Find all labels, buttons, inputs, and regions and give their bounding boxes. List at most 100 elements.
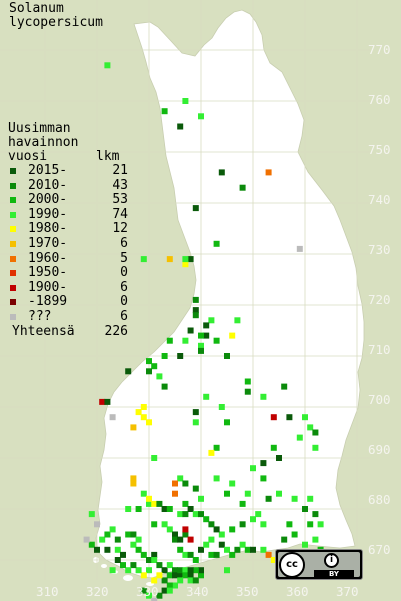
x-axis-label: 350 bbox=[236, 584, 259, 599]
observation-square bbox=[166, 562, 173, 569]
observation-square bbox=[239, 500, 246, 507]
legend-swatch bbox=[10, 240, 16, 247]
legend-count: 6 bbox=[120, 279, 128, 295]
observation-square bbox=[187, 572, 194, 579]
observation-square bbox=[291, 495, 298, 502]
island bbox=[101, 564, 107, 568]
observation-square bbox=[161, 587, 168, 594]
observation-square bbox=[182, 526, 189, 533]
observation-square bbox=[260, 521, 267, 528]
observation-square bbox=[172, 490, 178, 497]
observation-square bbox=[192, 577, 199, 584]
observation-square bbox=[244, 490, 251, 497]
observation-square bbox=[229, 480, 236, 487]
observation-square bbox=[161, 506, 168, 512]
observation-square bbox=[140, 572, 147, 579]
observation-square bbox=[146, 567, 152, 574]
legend-label: 1980- bbox=[28, 221, 68, 237]
observation-square bbox=[99, 398, 106, 405]
observation-square bbox=[229, 526, 236, 533]
observation-square bbox=[203, 332, 210, 339]
observation-square bbox=[146, 557, 152, 563]
observation-square bbox=[224, 567, 230, 574]
observation-square bbox=[187, 551, 194, 558]
observation-square bbox=[135, 536, 142, 543]
observation-square bbox=[192, 296, 199, 303]
observation-square bbox=[229, 551, 236, 558]
observation-square bbox=[166, 506, 173, 512]
observation-square bbox=[172, 582, 178, 589]
y-axis-label: 770 bbox=[368, 42, 391, 57]
observation-square bbox=[255, 511, 262, 518]
legend-swatch bbox=[10, 255, 16, 262]
observation-square bbox=[213, 551, 220, 558]
observation-square bbox=[182, 551, 189, 558]
observation-square bbox=[140, 551, 147, 558]
observation-square bbox=[302, 414, 308, 421]
observation-square bbox=[192, 485, 199, 492]
observation-square bbox=[187, 567, 194, 574]
x-axis-label: 310 bbox=[36, 584, 59, 599]
observation-square bbox=[177, 536, 184, 543]
legend-heading-row: vuosi lkm bbox=[8, 150, 119, 164]
cc-by-license-badge[interactable]: cc i BY bbox=[275, 549, 363, 580]
observation-square bbox=[192, 312, 199, 319]
observation-square bbox=[234, 317, 241, 324]
observation-square bbox=[114, 536, 121, 543]
legend-total-count: 226 bbox=[104, 323, 128, 339]
y-axis-label: 710 bbox=[368, 342, 391, 357]
legend-row: 1970- 6 bbox=[8, 235, 128, 252]
observation-square bbox=[198, 546, 204, 553]
y-axis-label: 690 bbox=[368, 442, 391, 457]
observation-square bbox=[213, 337, 220, 344]
observation-square bbox=[120, 562, 126, 569]
observation-square bbox=[125, 567, 132, 574]
observation-square bbox=[140, 256, 147, 263]
observation-square bbox=[177, 577, 184, 584]
observation-square bbox=[156, 572, 163, 579]
observation-square bbox=[192, 205, 199, 212]
observation-square bbox=[213, 526, 220, 533]
legend-swatch bbox=[10, 211, 16, 218]
observation-square bbox=[94, 521, 100, 528]
observation-square bbox=[161, 521, 168, 528]
observation-square bbox=[307, 424, 314, 431]
title-line-2: lycopersicum bbox=[9, 15, 103, 30]
observation-square bbox=[198, 572, 204, 579]
observation-square bbox=[239, 521, 246, 528]
observation-square bbox=[104, 62, 111, 69]
observation-square bbox=[151, 363, 158, 370]
observation-square bbox=[125, 531, 132, 538]
observation-square bbox=[177, 572, 184, 579]
legend-swatch bbox=[10, 182, 16, 189]
observation-square bbox=[114, 546, 121, 553]
observation-square bbox=[135, 409, 142, 416]
observation-square bbox=[192, 409, 199, 416]
legend-swatch bbox=[10, 299, 16, 306]
legend-row: 1900- 6 bbox=[8, 280, 128, 296]
observation-square bbox=[198, 511, 204, 518]
x-axis-label: 370 bbox=[336, 584, 359, 599]
x-axis-label: 330 bbox=[136, 584, 159, 599]
legend-label: 1970- bbox=[28, 235, 68, 251]
legend-label: 1950- bbox=[28, 265, 68, 281]
legend-count: 5 bbox=[120, 250, 128, 266]
observation-square bbox=[104, 531, 111, 538]
observation-square bbox=[130, 475, 137, 482]
observation-square bbox=[224, 490, 230, 497]
observation-square bbox=[182, 567, 189, 574]
legend-swatch bbox=[10, 284, 16, 291]
observation-square bbox=[130, 424, 137, 431]
legend-label: -1899 bbox=[28, 294, 68, 310]
observation-square bbox=[213, 475, 220, 482]
observation-square bbox=[146, 592, 152, 599]
observation-square bbox=[172, 567, 178, 574]
observation-square bbox=[187, 506, 194, 512]
observation-square bbox=[166, 256, 173, 263]
legend-row: 1990- 74 bbox=[8, 207, 128, 223]
observation-square bbox=[172, 572, 178, 579]
observation-square bbox=[130, 562, 137, 569]
legend-swatch bbox=[10, 197, 16, 204]
legend-label: ??? bbox=[28, 308, 52, 324]
observation-square bbox=[192, 307, 199, 314]
